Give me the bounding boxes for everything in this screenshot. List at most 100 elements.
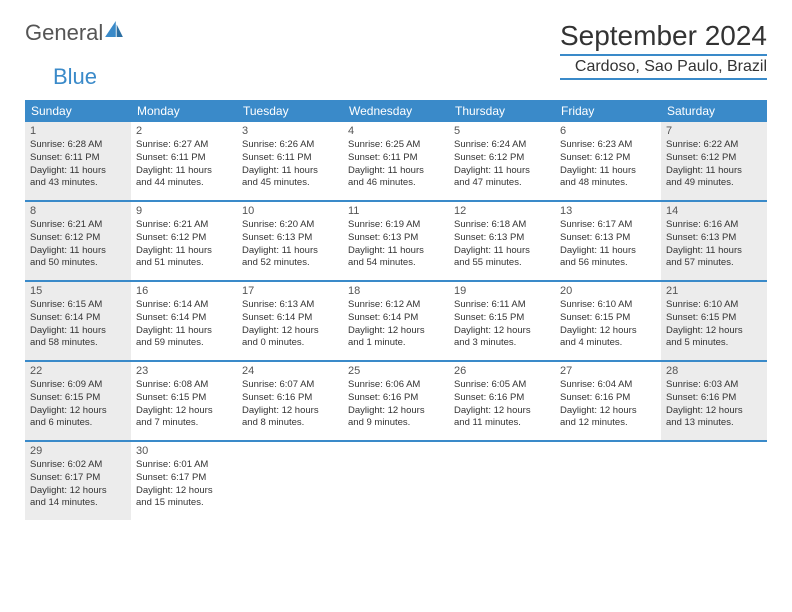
cell-sunrise: Sunrise: 6:18 AM	[454, 219, 550, 232]
cell-daylight1: Daylight: 12 hours	[30, 485, 126, 498]
cell-sunrise: Sunrise: 6:03 AM	[666, 379, 762, 392]
week-row: 22Sunrise: 6:09 AMSunset: 6:15 PMDayligh…	[25, 362, 767, 442]
cell-daylight1: Daylight: 12 hours	[242, 405, 338, 418]
calendar-cell: 8Sunrise: 6:21 AMSunset: 6:12 PMDaylight…	[25, 202, 131, 280]
cell-daylight2: and 44 minutes.	[136, 177, 232, 190]
calendar-cell: 23Sunrise: 6:08 AMSunset: 6:15 PMDayligh…	[131, 362, 237, 440]
cell-daylight2: and 0 minutes.	[242, 337, 338, 350]
day-number: 10	[242, 205, 338, 217]
day-number: 13	[560, 205, 656, 217]
cell-sunrise: Sunrise: 6:12 AM	[348, 299, 444, 312]
cell-daylight2: and 48 minutes.	[560, 177, 656, 190]
cell-sunset: Sunset: 6:13 PM	[348, 232, 444, 245]
logo-sail-icon	[105, 21, 123, 37]
cell-sunset: Sunset: 6:16 PM	[454, 392, 550, 405]
calendar-cell: 11Sunrise: 6:19 AMSunset: 6:13 PMDayligh…	[343, 202, 449, 280]
cell-daylight1: Daylight: 11 hours	[348, 245, 444, 258]
calendar-cell: 18Sunrise: 6:12 AMSunset: 6:14 PMDayligh…	[343, 282, 449, 360]
calendar-cell: 27Sunrise: 6:04 AMSunset: 6:16 PMDayligh…	[555, 362, 661, 440]
calendar-cell: 24Sunrise: 6:07 AMSunset: 6:16 PMDayligh…	[237, 362, 343, 440]
cell-sunset: Sunset: 6:13 PM	[560, 232, 656, 245]
day-header: Thursday	[449, 100, 555, 122]
day-header: Friday	[555, 100, 661, 122]
cell-sunrise: Sunrise: 6:21 AM	[136, 219, 232, 232]
calendar-cell: 4Sunrise: 6:25 AMSunset: 6:11 PMDaylight…	[343, 122, 449, 200]
calendar-cell: 30Sunrise: 6:01 AMSunset: 6:17 PMDayligh…	[131, 442, 237, 520]
cell-sunset: Sunset: 6:14 PM	[136, 312, 232, 325]
cell-daylight2: and 7 minutes.	[136, 417, 232, 430]
day-number: 6	[560, 125, 656, 137]
day-number: 29	[30, 445, 126, 457]
cell-sunrise: Sunrise: 6:20 AM	[242, 219, 338, 232]
cell-sunset: Sunset: 6:15 PM	[454, 312, 550, 325]
cell-sunset: Sunset: 6:17 PM	[30, 472, 126, 485]
cell-sunrise: Sunrise: 6:11 AM	[454, 299, 550, 312]
cell-sunrise: Sunrise: 6:28 AM	[30, 139, 126, 152]
cell-daylight2: and 11 minutes.	[454, 417, 550, 430]
cell-sunset: Sunset: 6:16 PM	[242, 392, 338, 405]
calendar-cell	[661, 442, 767, 520]
cell-daylight1: Daylight: 12 hours	[136, 405, 232, 418]
cell-sunrise: Sunrise: 6:13 AM	[242, 299, 338, 312]
cell-daylight1: Daylight: 11 hours	[30, 165, 126, 178]
cell-sunset: Sunset: 6:12 PM	[30, 232, 126, 245]
cell-daylight2: and 56 minutes.	[560, 257, 656, 270]
cell-sunrise: Sunrise: 6:26 AM	[242, 139, 338, 152]
cell-daylight1: Daylight: 11 hours	[666, 245, 762, 258]
cell-sunset: Sunset: 6:11 PM	[30, 152, 126, 165]
calendar-cell: 22Sunrise: 6:09 AMSunset: 6:15 PMDayligh…	[25, 362, 131, 440]
day-header: Wednesday	[343, 100, 449, 122]
week-row: 29Sunrise: 6:02 AMSunset: 6:17 PMDayligh…	[25, 442, 767, 520]
cell-daylight2: and 3 minutes.	[454, 337, 550, 350]
cell-daylight2: and 6 minutes.	[30, 417, 126, 430]
week-row: 8Sunrise: 6:21 AMSunset: 6:12 PMDaylight…	[25, 202, 767, 282]
day-number: 16	[136, 285, 232, 297]
cell-daylight1: Daylight: 12 hours	[30, 405, 126, 418]
cell-daylight1: Daylight: 11 hours	[242, 165, 338, 178]
day-number: 22	[30, 365, 126, 377]
day-number: 23	[136, 365, 232, 377]
cell-sunrise: Sunrise: 6:24 AM	[454, 139, 550, 152]
cell-daylight2: and 51 minutes.	[136, 257, 232, 270]
day-header: Saturday	[661, 100, 767, 122]
cell-sunrise: Sunrise: 6:10 AM	[560, 299, 656, 312]
cell-daylight1: Daylight: 11 hours	[136, 165, 232, 178]
cell-sunrise: Sunrise: 6:17 AM	[560, 219, 656, 232]
day-number: 14	[666, 205, 762, 217]
calendar-cell: 17Sunrise: 6:13 AMSunset: 6:14 PMDayligh…	[237, 282, 343, 360]
calendar-cell: 26Sunrise: 6:05 AMSunset: 6:16 PMDayligh…	[449, 362, 555, 440]
cell-daylight1: Daylight: 12 hours	[560, 405, 656, 418]
cell-daylight2: and 55 minutes.	[454, 257, 550, 270]
cell-daylight1: Daylight: 12 hours	[454, 325, 550, 338]
cell-sunset: Sunset: 6:15 PM	[30, 392, 126, 405]
day-number: 28	[666, 365, 762, 377]
cell-daylight1: Daylight: 12 hours	[454, 405, 550, 418]
day-number: 21	[666, 285, 762, 297]
day-number: 3	[242, 125, 338, 137]
cell-daylight2: and 12 minutes.	[560, 417, 656, 430]
calendar-cell: 14Sunrise: 6:16 AMSunset: 6:13 PMDayligh…	[661, 202, 767, 280]
cell-daylight2: and 59 minutes.	[136, 337, 232, 350]
cell-daylight2: and 15 minutes.	[136, 497, 232, 510]
calendar-cell: 21Sunrise: 6:10 AMSunset: 6:15 PMDayligh…	[661, 282, 767, 360]
cell-sunrise: Sunrise: 6:16 AM	[666, 219, 762, 232]
cell-sunrise: Sunrise: 6:08 AM	[136, 379, 232, 392]
cell-daylight2: and 5 minutes.	[666, 337, 762, 350]
cell-sunrise: Sunrise: 6:07 AM	[242, 379, 338, 392]
day-number: 30	[136, 445, 232, 457]
calendar-cell: 9Sunrise: 6:21 AMSunset: 6:12 PMDaylight…	[131, 202, 237, 280]
cell-daylight1: Daylight: 12 hours	[560, 325, 656, 338]
cell-sunset: Sunset: 6:15 PM	[666, 312, 762, 325]
cell-sunset: Sunset: 6:13 PM	[242, 232, 338, 245]
calendar-cell: 3Sunrise: 6:26 AMSunset: 6:11 PMDaylight…	[237, 122, 343, 200]
cell-daylight1: Daylight: 12 hours	[348, 325, 444, 338]
day-number: 19	[454, 285, 550, 297]
cell-daylight1: Daylight: 11 hours	[454, 245, 550, 258]
cell-sunrise: Sunrise: 6:04 AM	[560, 379, 656, 392]
cell-daylight2: and 58 minutes.	[30, 337, 126, 350]
cell-daylight1: Daylight: 11 hours	[666, 165, 762, 178]
cell-sunset: Sunset: 6:12 PM	[136, 232, 232, 245]
calendar-cell: 28Sunrise: 6:03 AMSunset: 6:16 PMDayligh…	[661, 362, 767, 440]
logo: General	[25, 20, 123, 46]
cell-daylight2: and 49 minutes.	[666, 177, 762, 190]
